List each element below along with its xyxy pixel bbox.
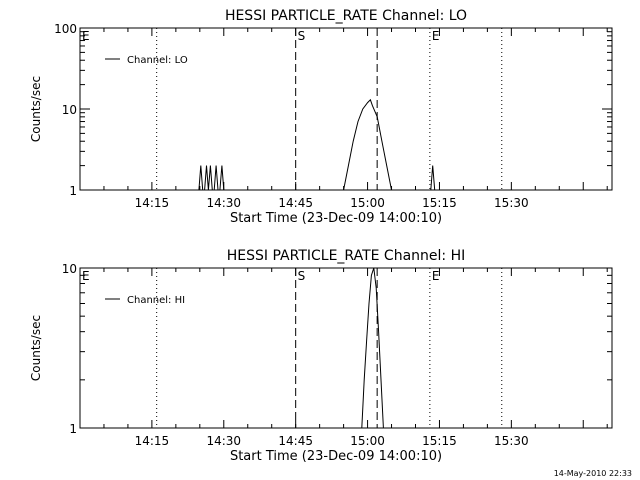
event-marker-label: E — [432, 269, 440, 283]
event-marker-label: S — [298, 29, 306, 43]
chart-hi: HESSI PARTICLE_RATE Channel: HI 1 10 14:15 1… — [29, 248, 612, 464]
event-marker-label: E — [82, 269, 90, 283]
x-tick-label: 14:30 — [206, 434, 241, 448]
event-marker-label: S — [298, 269, 306, 283]
x-tick-label: 14:15 — [135, 196, 170, 210]
x-tick-label: 15:30 — [494, 434, 529, 448]
chart-title: HESSI PARTICLE_RATE Channel: LO — [225, 8, 467, 24]
y-tick-label: 1 — [69, 184, 77, 198]
y-tick-label: 10 — [62, 103, 77, 117]
event-marker-label: E — [82, 29, 90, 43]
x-tick-label: 15:00 — [350, 196, 385, 210]
plot-timestamp: 14-May-2010 22:33 — [554, 469, 632, 478]
chart-title: HESSI PARTICLE_RATE Channel: HI — [227, 248, 465, 264]
x-tick-label: 14:45 — [278, 196, 313, 210]
particle-rate-figure: HESSI PARTICLE_RATE Channel: LO 1 10 100 14:… — [0, 0, 640, 480]
x-tick-label: 15:15 — [422, 196, 457, 210]
x-axis-label: Start Time (23-Dec-09 14:00:10) — [230, 211, 442, 226]
series-line — [80, 100, 612, 190]
y-tick-label: 100 — [54, 22, 77, 36]
x-tick-label: 14:30 — [206, 196, 241, 210]
y-axis-label: Counts/sec — [29, 315, 43, 381]
legend-label: Channel: LO — [127, 55, 188, 66]
x-tick-label: 14:15 — [135, 434, 170, 448]
y-tick-label: 1 — [69, 422, 77, 436]
y-axis-label: Counts/sec — [29, 76, 43, 142]
event-marker-label: E — [432, 29, 440, 43]
series-line — [362, 268, 384, 428]
x-axis-label: Start Time (23-Dec-09 14:00:10) — [230, 449, 442, 464]
plot-frame — [80, 28, 612, 190]
plot-frame — [80, 268, 612, 428]
y-tick-label: 10 — [62, 262, 77, 276]
x-tick-label: 15:00 — [350, 434, 385, 448]
chart-lo: HESSI PARTICLE_RATE Channel: LO 1 10 100 14:… — [29, 8, 612, 226]
x-tick-label: 14:45 — [278, 434, 313, 448]
legend-label: Channel: HI — [127, 295, 185, 306]
x-tick-label: 15:30 — [494, 196, 529, 210]
x-tick-label: 15:15 — [422, 434, 457, 448]
